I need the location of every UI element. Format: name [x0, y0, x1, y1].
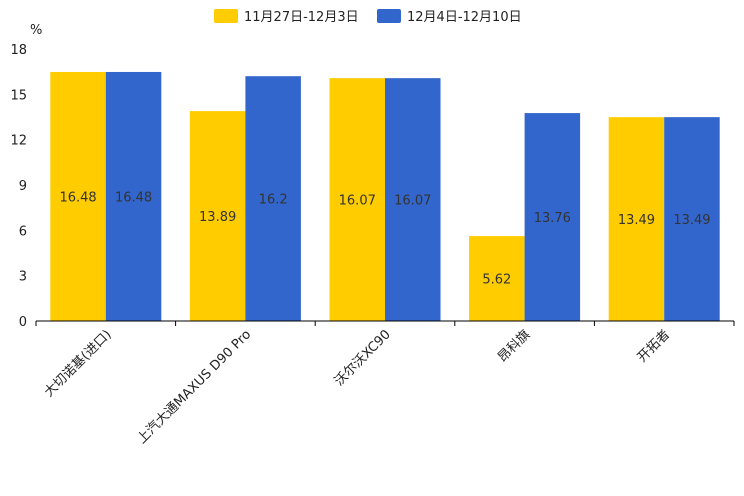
- legend-label-series-1: 11月27日-12月3日: [244, 10, 359, 25]
- y-tick-label: 15: [10, 88, 27, 103]
- x-category-label: 大切诺基(进口): [42, 327, 115, 400]
- bar-series-1-2: [189, 111, 246, 322]
- bar-value-label: 16.07: [339, 194, 376, 209]
- y-axis: 0 3 6 9 12 15 18: [10, 43, 27, 330]
- x-category-label: 上汽大通MAXUS D90 Pro: [135, 327, 255, 447]
- bar-value-label: 13.49: [673, 213, 710, 228]
- bar-value-label: 16.48: [59, 190, 96, 205]
- x-category-label: 开拓者: [635, 327, 673, 365]
- y-tick-label: 0: [19, 315, 27, 330]
- legend-swatch-series-1: [214, 9, 238, 23]
- bar-series-2-3: [385, 78, 441, 321]
- bar-value-label: 5.62: [482, 273, 511, 288]
- bar-labels: 16.48 16.48 13.89 16.2 16.07 16.07 5.62 13.76 13…: [59, 190, 710, 287]
- bar-series-2-2: [245, 76, 301, 321]
- y-tick-label: 9: [19, 179, 27, 194]
- bar-value-label: 16.2: [259, 193, 288, 208]
- y-tick-label: 12: [10, 134, 27, 149]
- bar-value-label: 13.76: [534, 211, 571, 226]
- bar-series-1-4: [469, 236, 525, 321]
- y-tick-label: 3: [19, 270, 27, 285]
- bars: [50, 71, 720, 322]
- legend: 11月27日-12月3日 12月4日-12月10日: [214, 9, 522, 25]
- bar-series-1-1: [50, 71, 106, 321]
- x-axis: 大切诺基(进口) 上汽大通MAXUS D90 Pro 沃尔沃XC90 昂科旗 开拓者: [35, 320, 735, 447]
- bar-value-label: 13.49: [618, 213, 655, 228]
- y-axis-unit: %: [30, 23, 42, 38]
- y-tick-label: 18: [10, 43, 27, 58]
- bar-series-1-5: [608, 117, 665, 321]
- legend-swatch-series-2: [377, 9, 401, 23]
- bar-series-2-4: [524, 113, 581, 322]
- bar-value-label: 13.89: [199, 210, 236, 225]
- bar-series-2-5: [664, 117, 720, 321]
- y-tick-label: 6: [19, 224, 27, 239]
- bar-value-label: 16.48: [115, 190, 152, 205]
- legend-label-series-2: 12月4日-12月10日: [407, 10, 522, 25]
- bar-series-1-3: [329, 78, 385, 321]
- x-category-label: 昂科旗: [495, 327, 534, 366]
- bar-series-2-1: [105, 71, 162, 321]
- x-category-label: 沃尔沃XC90: [332, 327, 394, 389]
- bar-value-label: 16.07: [394, 194, 431, 209]
